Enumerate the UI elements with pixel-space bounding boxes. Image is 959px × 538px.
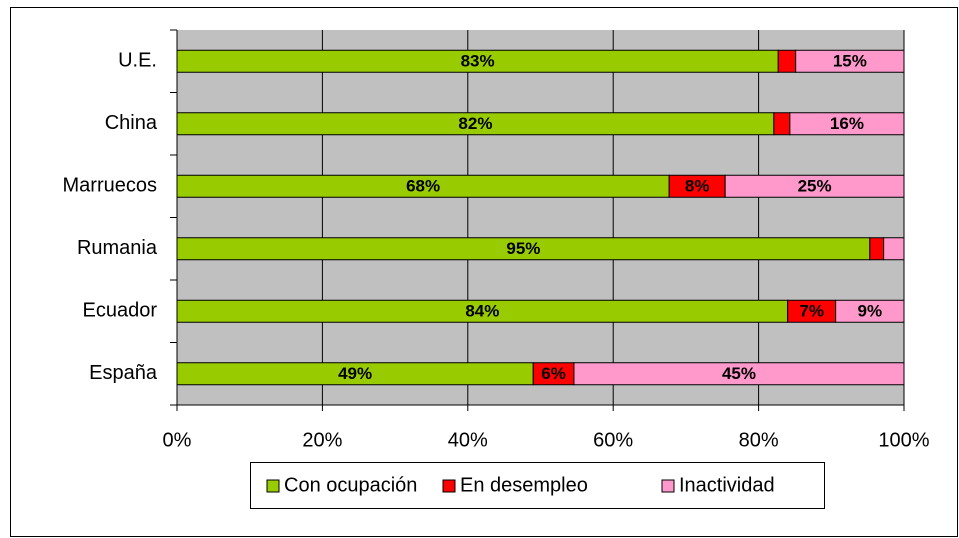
value-label: 95% — [506, 239, 540, 258]
bar-segment — [789, 112, 905, 136]
value-label: 68% — [406, 177, 440, 196]
y-tick-label: Marruecos — [63, 175, 157, 197]
y-tick-label: Rumania — [77, 237, 158, 259]
value-label: 7% — [799, 302, 824, 321]
value-label: 15% — [833, 52, 867, 71]
y-tick-label: China — [105, 112, 158, 134]
value-label: 6% — [541, 364, 566, 383]
value-label: 84% — [465, 302, 499, 321]
bar-segment — [835, 299, 905, 323]
value-label: 49% — [338, 364, 372, 383]
value-label: 9% — [858, 302, 883, 321]
x-tick-label: 0% — [163, 429, 192, 451]
value-label: 25% — [798, 177, 832, 196]
y-tick-label: España — [89, 362, 158, 384]
legend-label: Con ocupación — [284, 474, 417, 496]
x-tick-label: 80% — [739, 429, 779, 451]
legend-swatch — [661, 479, 675, 493]
bar-segment — [869, 237, 885, 261]
y-tick-label: Ecuador — [83, 300, 158, 322]
x-tick-label: 100% — [878, 429, 929, 451]
bar-segment — [573, 362, 905, 386]
bar-segment — [883, 237, 905, 261]
legend-swatch — [266, 479, 280, 493]
bar-segment — [724, 174, 905, 198]
value-label: 8% — [685, 177, 710, 196]
legend-swatch — [442, 479, 456, 493]
value-label: 83% — [461, 52, 495, 71]
x-tick-label: 60% — [593, 429, 633, 451]
value-label: 45% — [722, 364, 756, 383]
x-tick-label: 20% — [302, 429, 342, 451]
plot-area — [177, 30, 904, 405]
legend-label: Inactividad — [679, 474, 775, 496]
bar-segment — [795, 49, 905, 73]
value-label: 16% — [830, 114, 864, 133]
value-label: 82% — [458, 114, 492, 133]
y-tick-label: U.E. — [118, 50, 157, 72]
bar-segment — [773, 112, 791, 136]
bar-segment — [777, 49, 797, 73]
x-tick-label: 40% — [448, 429, 488, 451]
legend-label: En desempleo — [460, 474, 588, 496]
legend-box — [250, 462, 825, 509]
